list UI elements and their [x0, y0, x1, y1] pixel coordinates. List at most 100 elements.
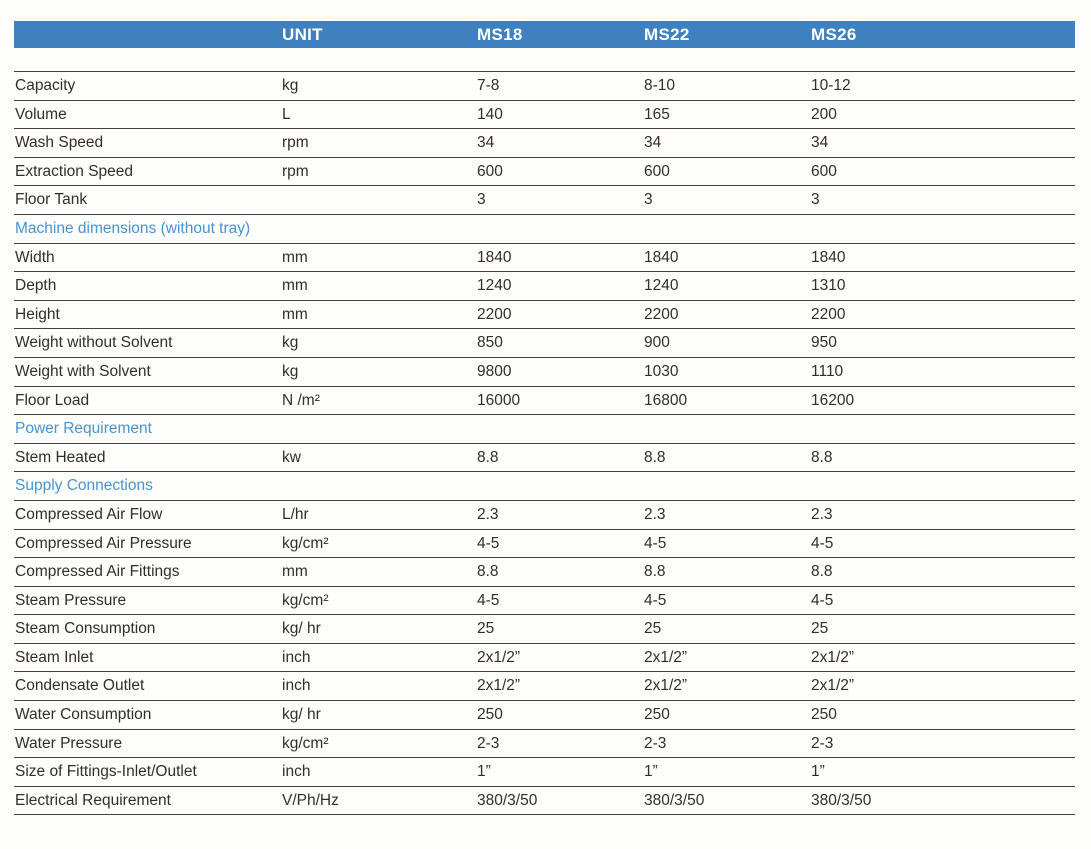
value-cell-ms26: 3	[811, 191, 820, 209]
unit-cell: inch	[282, 763, 311, 781]
value-cell-ms26: 34	[811, 134, 829, 152]
unit-cell: kg/ hr	[282, 620, 321, 638]
value-cell-ms26: 1”	[811, 763, 825, 781]
value-cell-ms26: 2200	[811, 305, 846, 323]
value-cell-ms22: 2x1/2”	[644, 677, 688, 695]
table-row: Floor Load N /m² 16000 16800 16200	[14, 387, 1075, 416]
table-row: Steam Consumption kg/ hr 25 25 25	[14, 615, 1075, 644]
value-cell-ms26: 4-5	[811, 591, 834, 609]
table-row: Condensate Outlet inch 2x1/2” 2x1/2” 2x1/2”	[14, 672, 1075, 702]
row-label: Water Consumption	[15, 706, 152, 724]
table-row: Steam Inlet inch 2x1/2” 2x1/2” 2x1/2”	[14, 644, 1075, 673]
table-row: Steam Pressure kg/cm² 4-5 4-5 4-5	[14, 587, 1075, 616]
row-label: Weight without Solvent	[15, 334, 173, 352]
table-row: Volume L 140 165 200	[14, 101, 1075, 130]
unit-cell: mm	[282, 277, 308, 295]
table-header: UNIT MS18 MS22 MS26	[14, 21, 1075, 48]
row-label: Weight with Solvent	[15, 362, 151, 380]
unit-cell: kg/ hr	[282, 706, 321, 724]
value-cell-ms26: 1310	[811, 277, 846, 295]
value-cell-ms22: 4-5	[644, 534, 667, 552]
table-row: Floor Tank 3 3 3	[14, 186, 1075, 215]
value-cell-ms22: 8.8	[644, 448, 666, 466]
unit-cell: L	[282, 105, 291, 123]
value-cell-ms18: 250	[477, 706, 503, 724]
value-cell-ms22: 165	[644, 105, 670, 123]
unit-cell: mm	[282, 248, 308, 266]
value-cell-ms18: 8.8	[477, 563, 499, 581]
table-body: Capacity kg 7-8 8-10 10-12 Volume L 140 165 200 Wa…	[14, 71, 1075, 816]
unit-cell: mm	[282, 563, 308, 581]
value-cell-ms22: 25	[644, 620, 662, 638]
value-cell-ms22: 900	[644, 334, 670, 352]
header-gap	[14, 48, 1075, 71]
value-cell-ms26: 950	[811, 334, 837, 352]
unit-cell: rpm	[282, 162, 309, 180]
unit-cell: L/hr	[282, 505, 309, 523]
value-cell-ms18: 1”	[477, 763, 491, 781]
row-label: Steam Consumption	[15, 620, 156, 638]
section-header-row: Supply Connections	[14, 472, 1075, 501]
value-cell-ms22: 4-5	[644, 591, 667, 609]
value-cell-ms26: 200	[811, 105, 837, 123]
value-cell-ms18: 2-3	[477, 734, 500, 752]
value-cell-ms26: 25	[811, 620, 829, 638]
table-row: Weight with Solvent kg 9800 1030 1110	[14, 358, 1075, 387]
value-cell-ms26: 1840	[811, 248, 846, 266]
value-cell-ms18: 140	[477, 105, 503, 123]
value-cell-ms22: 1240	[644, 277, 679, 295]
table-row: Electrical Requirement V/Ph/Hz 380/3/50 380…	[14, 787, 1075, 816]
section-header-row: Power Requirement	[14, 415, 1075, 444]
row-label: Electrical Requirement	[15, 791, 171, 809]
table-row: Wash Speed rpm 34 34 34	[14, 129, 1075, 158]
value-cell-ms22: 3	[644, 191, 653, 209]
value-cell-ms22: 8.8	[644, 563, 666, 581]
row-label: Floor Tank	[15, 191, 88, 209]
row-label: Height	[15, 305, 60, 323]
value-cell-ms22: 2-3	[644, 734, 667, 752]
row-label: Compressed Air Pressure	[15, 534, 192, 552]
section-title: Supply Connections	[15, 477, 153, 495]
table-row: Compressed Air Fittings mm 8.8 8.8 8.8	[14, 558, 1075, 587]
column-header-ms18: MS18	[477, 25, 523, 44]
table-row: Depth mm 1240 1240 1310	[14, 272, 1075, 301]
value-cell-ms22: 1”	[644, 763, 658, 781]
value-cell-ms26: 2x1/2”	[811, 648, 855, 666]
unit-cell: kw	[282, 448, 301, 466]
value-cell-ms18: 2x1/2”	[477, 677, 521, 695]
table-row: Extraction Speed rpm 600 600 600	[14, 158, 1075, 187]
row-label: Steam Pressure	[15, 591, 127, 609]
value-cell-ms18: 600	[477, 162, 503, 180]
row-label: Compressed Air Fittings	[15, 563, 180, 581]
row-label: Depth	[15, 277, 57, 295]
value-cell-ms26: 250	[811, 706, 837, 724]
row-label: Water Pressure	[15, 734, 123, 752]
value-cell-ms18: 1240	[477, 277, 512, 295]
column-header-ms22: MS22	[644, 25, 690, 44]
table-row: Capacity kg 7-8 8-10 10-12	[14, 72, 1075, 101]
table-row: Width mm 1840 1840 1840	[14, 244, 1075, 273]
value-cell-ms22: 2200	[644, 305, 679, 323]
value-cell-ms18: 2200	[477, 305, 512, 323]
value-cell-ms26: 2x1/2”	[811, 677, 855, 695]
value-cell-ms22: 250	[644, 706, 670, 724]
unit-cell: kg	[282, 77, 299, 94]
value-cell-ms22: 1030	[644, 362, 679, 380]
unit-cell: mm	[282, 305, 308, 323]
value-cell-ms18: 4-5	[477, 591, 500, 609]
table-row: Water Consumption kg/ hr 250 250 250	[14, 701, 1075, 730]
unit-cell: V/Ph/Hz	[282, 791, 339, 809]
value-cell-ms18: 16000	[477, 391, 521, 409]
row-label: Compressed Air Flow	[15, 505, 163, 523]
unit-cell: kg	[282, 362, 299, 380]
unit-cell: kg/cm²	[282, 534, 329, 552]
row-label: Size of Fittings-Inlet/Outlet	[15, 763, 197, 781]
unit-cell: inch	[282, 648, 311, 666]
unit-cell: rpm	[282, 134, 309, 152]
table-row: Compressed Air Pressure kg/cm² 4-5 4-5 4-5	[14, 530, 1075, 559]
value-cell-ms26: 8.8	[811, 563, 833, 581]
section-title: Machine dimensions (without tray)	[15, 219, 251, 237]
value-cell-ms22: 380/3/50	[644, 791, 705, 809]
value-cell-ms22: 600	[644, 162, 670, 180]
